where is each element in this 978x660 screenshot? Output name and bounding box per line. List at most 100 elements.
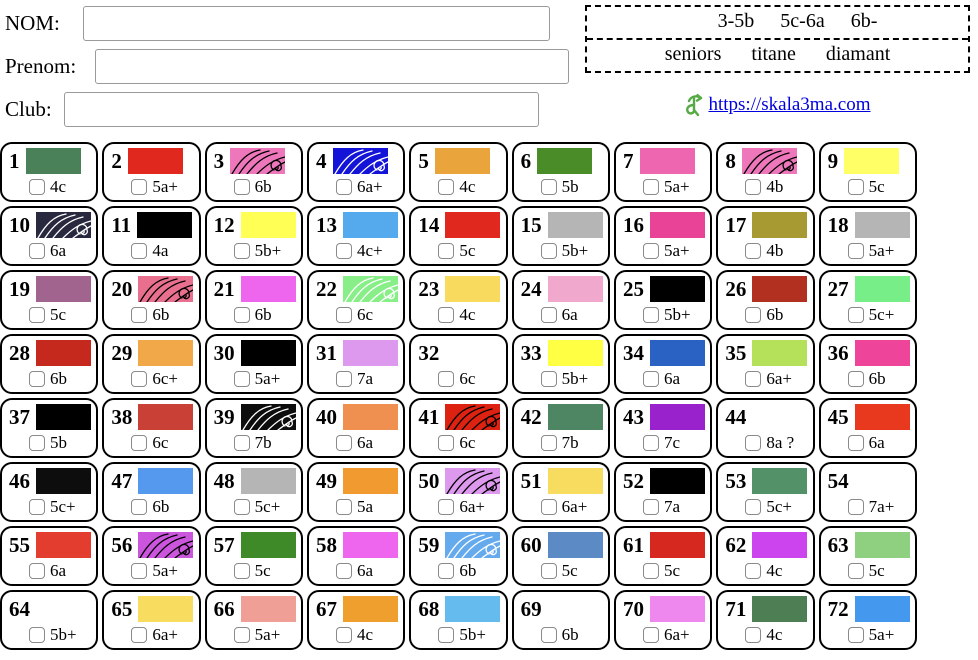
route-checkbox[interactable] (233, 626, 250, 643)
route-checkbox[interactable] (540, 498, 557, 515)
route-checkbox[interactable] (540, 178, 557, 195)
route-checkbox[interactable] (336, 434, 352, 451)
category-name: seniors (664, 43, 722, 65)
route-checkbox[interactable] (643, 434, 659, 451)
route-checkbox[interactable] (745, 562, 762, 579)
route-checkbox[interactable] (438, 178, 455, 195)
route-number: 34 (623, 340, 644, 365)
route-card-top: 47 (111, 467, 194, 495)
route-checkbox[interactable] (131, 370, 148, 387)
route-checkbox[interactable] (29, 306, 45, 323)
route-card-bottom: 6b (131, 306, 193, 323)
route-color-swatch (434, 148, 490, 174)
route-checkbox[interactable] (643, 306, 659, 323)
route-checkbox[interactable] (29, 498, 45, 515)
route-color-swatch (138, 340, 194, 366)
route-number: 30 (213, 340, 235, 365)
route-checkbox[interactable] (233, 434, 250, 451)
route-checkbox[interactable] (233, 242, 250, 259)
route-checkbox[interactable] (745, 434, 762, 451)
route-checkbox[interactable] (745, 626, 762, 643)
route-checkbox[interactable] (643, 242, 659, 259)
route-checkbox[interactable] (847, 242, 864, 259)
route-checkbox[interactable] (847, 562, 864, 579)
route-checkbox[interactable] (847, 434, 864, 451)
route-checkbox[interactable] (131, 626, 148, 643)
route-checkbox[interactable] (643, 562, 659, 579)
nom-input[interactable] (83, 6, 550, 41)
route-checkbox[interactable] (336, 242, 352, 259)
route-checkbox[interactable] (131, 434, 148, 451)
route-checkbox[interactable] (131, 306, 148, 323)
route-checkbox[interactable] (643, 178, 659, 195)
route-checkbox[interactable] (438, 242, 455, 259)
route-card-bottom: 6b (233, 178, 296, 195)
route-checkbox[interactable] (336, 370, 352, 387)
route-checkbox[interactable] (438, 434, 455, 451)
route-checkbox[interactable] (847, 626, 864, 643)
route-color-swatch (650, 468, 705, 494)
route-number: 22 (316, 276, 337, 301)
route-card-bottom: 5c+ (29, 498, 91, 515)
route-checkbox[interactable] (847, 498, 864, 515)
route-checkbox[interactable] (540, 626, 557, 643)
route-number: 13 (316, 212, 337, 237)
route-checkbox[interactable] (540, 242, 557, 259)
route-number: 47 (111, 468, 133, 493)
route-checkbox[interactable] (233, 370, 250, 387)
route-number: 56 (111, 532, 133, 557)
route-card-bottom: 5c (847, 562, 910, 579)
route-checkbox[interactable] (233, 178, 250, 195)
route-checkbox[interactable] (29, 370, 45, 387)
route-checkbox[interactable] (847, 178, 864, 195)
route-checkbox[interactable] (643, 626, 659, 643)
route-checkbox[interactable] (745, 306, 762, 323)
route-checkbox[interactable] (336, 498, 352, 515)
route-checkbox[interactable] (131, 498, 148, 515)
prenom-input[interactable] (95, 49, 569, 84)
route-checkbox[interactable] (233, 306, 250, 323)
route-card-top: 8 (725, 147, 807, 175)
route-checkbox[interactable] (643, 498, 659, 515)
route-checkbox[interactable] (847, 306, 864, 323)
route-checkbox[interactable] (438, 498, 455, 515)
route-grade: 5a+ (254, 625, 281, 644)
route-checkbox[interactable] (438, 370, 455, 387)
route-grade: 6a (664, 369, 681, 388)
route-card: 30 5a+ (204, 334, 303, 394)
route-checkbox[interactable] (745, 498, 762, 515)
route-checkbox[interactable] (131, 242, 148, 259)
route-checkbox[interactable] (540, 434, 557, 451)
route-checkbox[interactable] (29, 434, 45, 451)
route-checkbox[interactable] (336, 626, 352, 643)
route-checkbox[interactable] (131, 562, 148, 579)
route-checkbox[interactable] (233, 562, 250, 579)
route-checkbox[interactable] (438, 306, 455, 323)
route-checkbox[interactable] (29, 562, 45, 579)
route-color-swatch (127, 148, 183, 174)
route-number: 45 (827, 404, 849, 429)
route-checkbox[interactable] (643, 370, 659, 387)
route-checkbox[interactable] (131, 178, 148, 195)
route-checkbox[interactable] (847, 370, 864, 387)
route-checkbox[interactable] (336, 562, 352, 579)
route-number: 7 (623, 148, 634, 173)
skala3ma-link[interactable]: https://skala3ma.com (708, 94, 871, 115)
route-checkbox[interactable] (336, 178, 352, 195)
route-checkbox[interactable] (29, 178, 45, 195)
route-checkbox[interactable] (438, 562, 455, 579)
route-checkbox[interactable] (745, 178, 762, 195)
club-input[interactable] (64, 92, 539, 127)
route-checkbox[interactable] (745, 370, 762, 387)
route-checkbox[interactable] (540, 562, 557, 579)
route-card: 58 6a (307, 526, 406, 586)
route-checkbox[interactable] (745, 242, 762, 259)
route-checkbox[interactable] (29, 626, 45, 643)
route-checkbox[interactable] (233, 498, 250, 515)
route-checkbox[interactable] (336, 306, 352, 323)
route-card: 64 5b+ (0, 590, 99, 650)
route-checkbox[interactable] (438, 626, 455, 643)
route-checkbox[interactable] (540, 306, 557, 323)
route-checkbox[interactable] (540, 370, 557, 387)
route-checkbox[interactable] (29, 242, 45, 259)
